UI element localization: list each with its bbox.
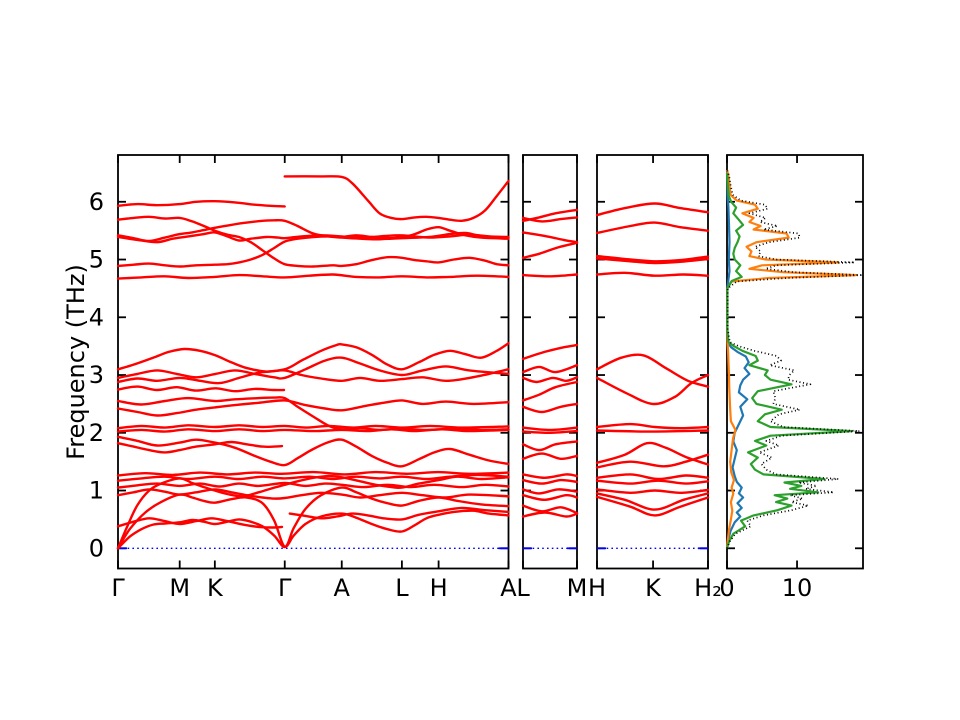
x-tick-label: M <box>169 574 190 602</box>
phonon-band-curve <box>116 424 510 430</box>
phonon-band-curve <box>116 481 510 489</box>
phonon-band-curve <box>595 441 710 466</box>
y-tick-label: 6 <box>89 188 104 216</box>
phonon-band-curve <box>595 429 710 433</box>
phonon-band-curve <box>521 426 579 432</box>
phonon-band-curve <box>116 231 510 244</box>
x-tick-label: K <box>207 574 224 602</box>
phonon-band-curve <box>116 517 284 529</box>
phonon-band-curve <box>521 273 579 278</box>
phonon-band-curve <box>116 273 510 280</box>
x-tick-label: H <box>430 574 448 602</box>
y-tick-label: 5 <box>89 246 104 274</box>
phonon-band-curve <box>116 199 286 208</box>
x-tick-label: A <box>334 574 351 602</box>
y-tick-label: 2 <box>89 419 104 447</box>
phonon-band-curve <box>521 511 579 518</box>
phonon-band-curve <box>116 347 510 383</box>
phonon-band-curve <box>521 364 579 374</box>
phonon-band-curve <box>521 440 579 452</box>
phonon-band-curve <box>595 488 710 495</box>
x-tick-label: K <box>645 574 662 602</box>
x-tick-label: Γ <box>278 574 292 602</box>
phonon-band-curve <box>595 453 710 469</box>
phonon-band-curve <box>595 492 710 511</box>
phonon-band-curve <box>116 385 286 393</box>
phonon-band-curve <box>521 488 579 495</box>
y-tick-label: 3 <box>89 361 104 389</box>
phonon-band-curve <box>521 343 579 361</box>
phonon-band-curve <box>595 373 710 406</box>
phonon-band-curve <box>595 473 710 481</box>
phonon-band-curve <box>521 493 579 501</box>
phonon-band-curve <box>116 225 510 268</box>
band-structure-main-frame <box>117 154 510 570</box>
phonon-band-curve <box>116 470 510 477</box>
x-tick-label: L <box>516 574 530 602</box>
phonon-band-curve <box>116 396 510 432</box>
x-tick-label: H₂ <box>694 574 722 602</box>
y-tick-label: 0 <box>89 534 104 562</box>
x-tick-label: Γ <box>111 574 125 602</box>
phonon-band-curve <box>116 356 510 380</box>
phonon-band-curve <box>521 241 579 259</box>
phonon-band-curve <box>521 429 579 435</box>
y-tick-label: 4 <box>89 303 104 331</box>
phonon-band-curve <box>521 473 579 479</box>
phonon-band-curve <box>595 479 710 485</box>
phonon-band-curve <box>595 495 710 517</box>
band-structure-L-M-frame <box>522 154 578 570</box>
phonon-band-curve <box>595 254 710 263</box>
phonon-band-curve <box>116 342 510 385</box>
density-of-states-frame <box>726 154 864 570</box>
phonon-band-curve <box>521 380 579 402</box>
dos-partial-orange-curve <box>725 169 858 549</box>
phonon-band-curve <box>116 474 510 550</box>
x-tick-label: M <box>567 574 588 602</box>
phonon-band-curve <box>521 452 579 461</box>
phonon-band-curve <box>116 215 510 268</box>
y-tick-label: 1 <box>89 477 104 505</box>
phonon-band-curve <box>521 402 579 414</box>
phonon-band-curve <box>116 399 510 417</box>
x-tick-label: L <box>395 574 409 602</box>
x-tick-label: 10 <box>782 574 813 602</box>
phonon-band-curve <box>595 422 710 430</box>
phonon-band-curve <box>521 504 579 515</box>
phonon-band-curve <box>521 216 579 223</box>
phonon-band-curve <box>595 353 710 388</box>
phonon-band-curve <box>595 202 710 217</box>
phonon-band-curve <box>521 231 579 244</box>
phonon-band-curve <box>116 440 284 454</box>
phonon-band-curve <box>595 221 710 235</box>
phonon-band-curve <box>288 506 510 521</box>
phonon-band-curve <box>116 488 510 500</box>
x-tick-label: H <box>588 574 606 602</box>
x-tick-label: 0 <box>719 574 734 602</box>
phonon-band-curve <box>595 271 710 277</box>
phonon-band-curve <box>595 257 710 265</box>
phonon-band-curve <box>116 473 510 482</box>
x-tick-label: A <box>500 574 517 602</box>
phonon-band-curve <box>521 376 579 384</box>
dos-partial-green-curve <box>725 172 853 549</box>
dos-partial-blue-curve <box>725 169 751 549</box>
phonon-band-curve <box>521 478 579 485</box>
phonon-band-curve <box>283 175 510 223</box>
phonon-band-curve <box>116 435 510 468</box>
